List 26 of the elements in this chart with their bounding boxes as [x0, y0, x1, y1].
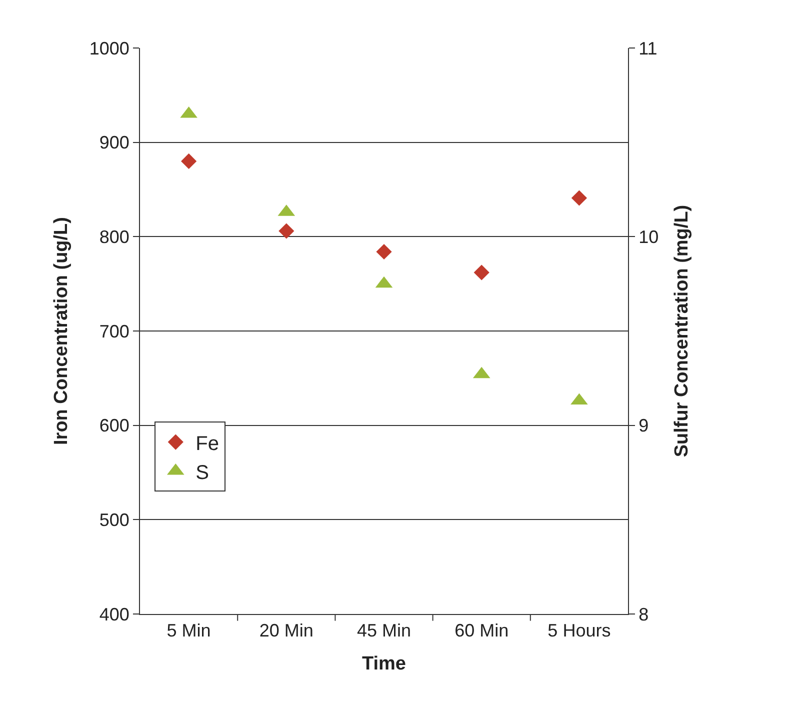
x-tick-label: 5 Min — [166, 620, 211, 641]
y-tick-label: 1000 — [89, 38, 130, 58]
y2-tick-label: 9 — [638, 416, 649, 436]
point — [278, 223, 294, 239]
y-tick-label: 900 — [99, 132, 130, 153]
y-axis-title: Iron Concentration (ug/L) — [51, 217, 72, 445]
x-tick-label: 45 Min — [356, 620, 412, 641]
y-tick-label: 700 — [99, 321, 130, 342]
x-axis-title: Time — [362, 653, 406, 674]
y-tick-label: 500 — [99, 510, 130, 530]
y2-tick-label: 8 — [638, 604, 649, 624]
y-tick-label: 400 — [99, 604, 130, 624]
point — [376, 244, 392, 260]
point — [474, 264, 490, 280]
legend-label: S — [196, 462, 209, 484]
x-tick-label: 60 Min — [454, 620, 509, 641]
x-tick-label: 5 Hours — [548, 620, 611, 641]
y2-tick-label: 10 — [638, 226, 659, 247]
y-tick-label: 800 — [99, 226, 130, 247]
y2-tick-label: 11 — [638, 38, 658, 58]
point — [571, 190, 587, 206]
point — [181, 153, 197, 169]
x-tick-label: 20 Min — [259, 620, 314, 641]
y-tick-label: 600 — [99, 416, 130, 436]
legend-label: Fe — [196, 432, 219, 455]
y2-axis-title: Sulfur Concentration (mg/L) — [671, 204, 692, 458]
